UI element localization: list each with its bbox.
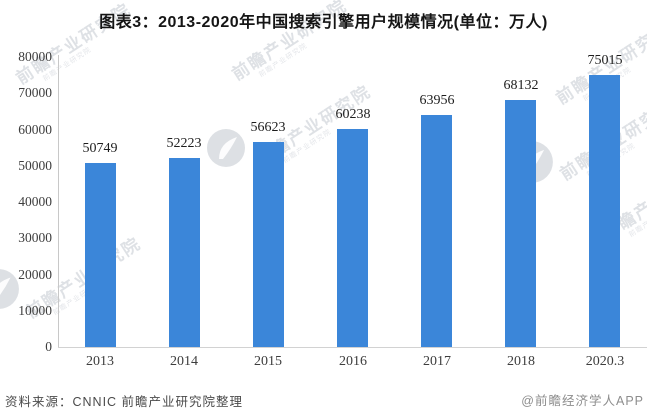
y-tick-label: 70000 — [18, 85, 52, 101]
x-axis-line — [58, 347, 647, 348]
y-tick-label: 30000 — [18, 230, 52, 246]
y-axis-line — [58, 55, 59, 347]
x-category-label: 2014 — [170, 354, 198, 369]
x-category-label: 2016 — [339, 354, 367, 369]
bar-value-label: 63956 — [419, 93, 455, 108]
y-tick-label: 60000 — [18, 121, 52, 137]
y-tick-label: 50000 — [18, 157, 52, 173]
x-category-label: 2013 — [86, 354, 114, 369]
x-category-label: 2017 — [423, 354, 451, 369]
bar-value-label: 56623 — [250, 120, 286, 135]
bar-value-label: 52223 — [166, 136, 202, 151]
bar — [505, 100, 536, 347]
y-tick-label: 0 — [45, 339, 52, 354]
bar-value-label: 60238 — [335, 107, 371, 122]
y-tick-label: 40000 — [18, 194, 52, 209]
x-category-label: 2020.3 — [585, 354, 625, 369]
watermark-subtext: 前瞻产业研究院 — [628, 202, 647, 239]
bar-value-label: 50749 — [82, 141, 118, 156]
source-text: 资料来源：CNNIC 前瞻产业研究院整理 — [5, 395, 244, 409]
bar-value-label: 75015 — [587, 53, 623, 68]
bar-value-label: 68132 — [503, 78, 539, 93]
x-category-label: 2015 — [254, 354, 282, 369]
bar — [85, 163, 116, 347]
bar — [169, 158, 200, 347]
bar — [337, 129, 368, 347]
bar — [253, 142, 284, 347]
chart-title: 图表3：2013-2020年中国搜索引擎用户规模情况(单位：万人) — [99, 14, 548, 31]
y-tick-label: 80000 — [18, 49, 52, 64]
credit-text: @前瞻经济学人APP — [521, 394, 644, 408]
bar — [589, 75, 620, 347]
bar — [421, 115, 452, 347]
y-tick-label: 10000 — [18, 302, 52, 318]
x-category-label: 2018 — [507, 354, 535, 369]
y-tick-label: 20000 — [18, 266, 52, 282]
